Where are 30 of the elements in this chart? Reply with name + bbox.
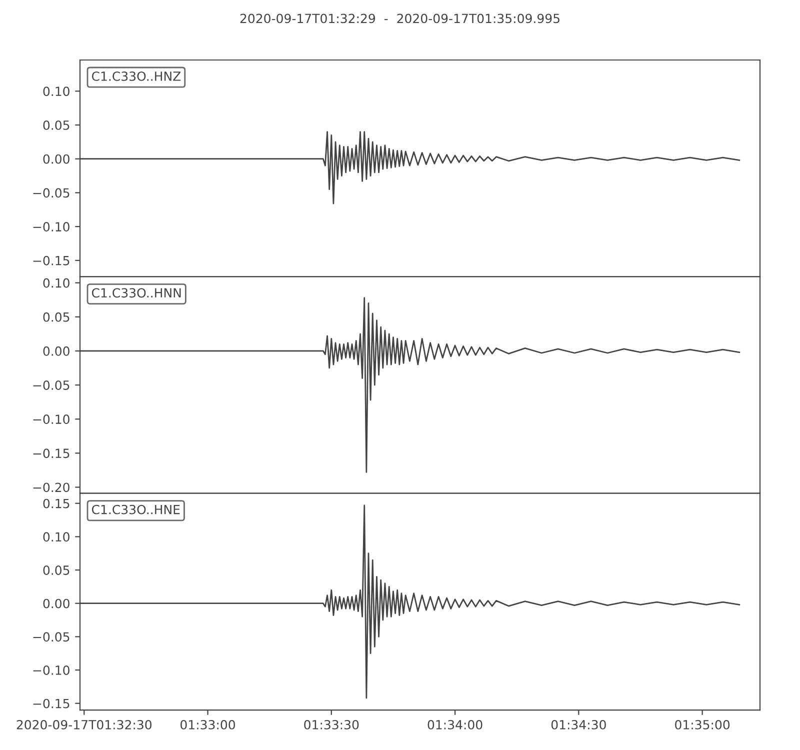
chart-title: 2020-09-17T01:32:29 - 2020-09-17T01:35:09.995 — [240, 14, 560, 24]
y-tick-label: 0.15 — [43, 498, 70, 508]
y-tick-label: 0.10 — [43, 532, 70, 542]
y-tick-label: −0.15 — [33, 256, 70, 266]
x-tick-label: 01:33:00 — [180, 720, 235, 730]
y-tick-label: −0.20 — [33, 482, 70, 492]
y-tick-label: −0.05 — [33, 632, 70, 642]
y-tick-label: −0.15 — [33, 448, 70, 458]
y-tick-label: 0.00 — [43, 346, 70, 356]
y-tick-label: −0.10 — [33, 222, 70, 232]
y-tick-label: −0.10 — [33, 665, 70, 675]
x-tick-label: 01:34:00 — [428, 720, 482, 730]
text: C1.C33O..HNZ — [92, 71, 181, 81]
y-tick-label: 0.00 — [43, 598, 70, 608]
x-tick-label: 01:34:30 — [551, 720, 606, 730]
y-tick-label: 0.05 — [43, 565, 70, 575]
x-tick-label: 01:35:00 — [675, 720, 730, 730]
y-tick-label: 0.00 — [43, 154, 70, 164]
x-tick-label: 01:33:30 — [304, 720, 359, 730]
y-tick-label: −0.15 — [33, 698, 70, 708]
y-tick-label: 0.05 — [43, 312, 70, 322]
x-tick-label: 2020-09-17T01:32:30 — [16, 720, 152, 730]
text: C1.C33O..HNE — [92, 504, 180, 514]
y-tick-label: 0.10 — [43, 86, 70, 96]
y-tick-label: 0.10 — [43, 278, 70, 288]
y-tick-label: 0.05 — [43, 120, 70, 130]
y-tick-label: −0.05 — [33, 188, 70, 198]
y-tick-label: −0.05 — [33, 380, 70, 390]
y-tick-label: −0.10 — [33, 414, 70, 424]
text: C1.C33O..HNN — [92, 288, 181, 298]
